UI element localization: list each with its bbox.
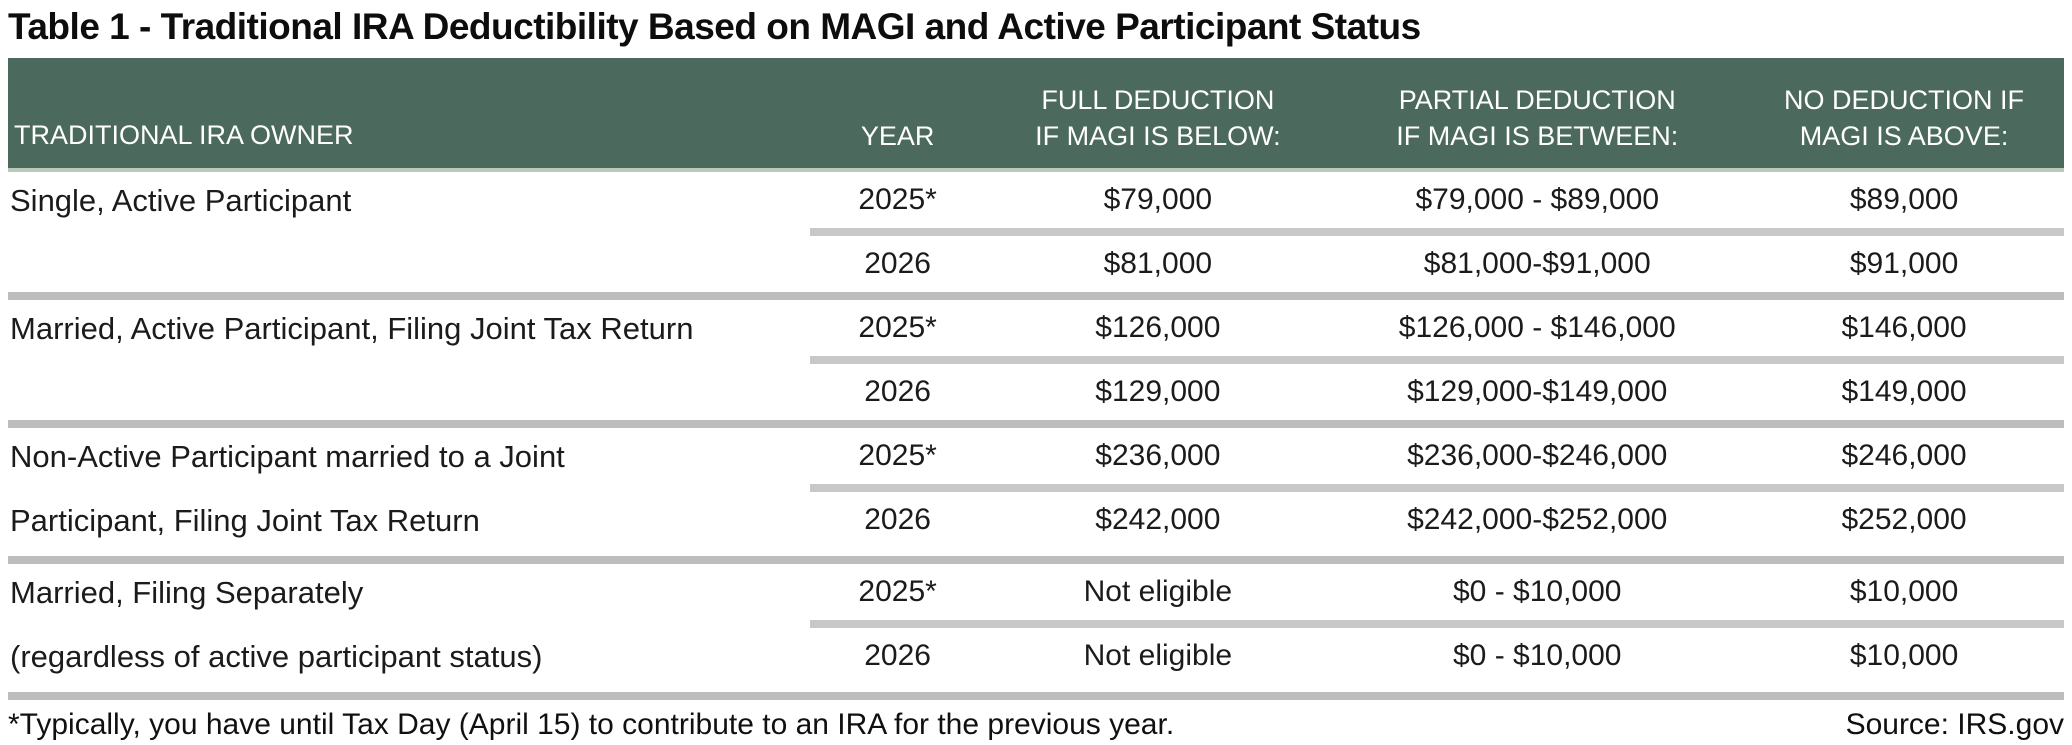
group-divider: [8, 556, 2064, 564]
full-deduction-cell: $129,000: [1095, 375, 1221, 408]
no-deduction-cell: $91,000: [1849, 247, 1959, 280]
partial-deduction-cell: $129,000-$149,000: [1407, 375, 1668, 408]
table-row: 2026 $242,000 $242,000-$252,000 $252,000: [810, 492, 2064, 548]
no-deduction-cell: $146,000: [1841, 311, 1967, 344]
header-year-label: YEAR: [860, 121, 935, 151]
table-row: 2025* $126,000 $126,000 - $146,000 $146,…: [810, 300, 2064, 356]
header-no-deduction-line1: NO DEDUCTION IF: [1784, 85, 2025, 115]
group-divider: [8, 420, 2064, 428]
header-no-deduction: NO DEDUCTION IF MAGI IS ABOVE:: [1744, 82, 2064, 168]
owner-cell: Married, Active Participant, Filing Join…: [8, 300, 810, 420]
no-deduction-cell: $10,000: [1849, 575, 1959, 608]
source-attribution: Source: IRS.gov: [1845, 707, 2064, 741]
header-traditional-ira-owner: TRADITIONAL IRA OWNER: [14, 120, 354, 150]
partial-deduction-cell: $0 - $10,000: [1452, 575, 1622, 608]
ira-deductibility-page: Table 1 - Traditional IRA Deductibility …: [8, 6, 2064, 741]
no-deduction-cell: $10,000: [1849, 639, 1959, 672]
year-cell: 2026: [864, 247, 931, 280]
table-row: 2025* $79,000 $79,000 - $89,000 $89,000: [810, 172, 2064, 228]
table-group-single: Single, Active Participant 2025* $79,000…: [8, 172, 2064, 292]
group-rows: 2025* $236,000 $236,000-$246,000 $246,00…: [809, 428, 2064, 556]
year-cell: 2025*: [858, 183, 937, 216]
year-cell: 2025*: [858, 439, 937, 472]
full-deduction-cell: Not eligible: [1083, 575, 1233, 608]
group-rows: 2025* $79,000 $79,000 - $89,000 $89,000 …: [809, 172, 2064, 292]
header-partial-deduction-line2: IF MAGI IS BETWEEN:: [1396, 121, 1679, 151]
group-rows: 2025* Not eligible $0 - $10,000 $10,000 …: [809, 564, 2064, 692]
year-cell: 2026: [864, 503, 931, 536]
owner-cell: Married, Filing Separately (regardless o…: [8, 564, 810, 692]
row-divider: [809, 356, 2064, 364]
owner-line: Married, Filing Separately: [10, 575, 364, 610]
partial-deduction-cell: $236,000-$246,000: [1407, 439, 1668, 472]
partial-deduction-cell: $242,000-$252,000: [1407, 503, 1668, 536]
header-year: YEAR: [810, 118, 986, 168]
partial-deduction-cell: $81,000-$91,000: [1423, 247, 1651, 280]
full-deduction-cell: $242,000: [1095, 503, 1221, 536]
header-full-deduction: FULL DEDUCTION IF MAGI IS BELOW:: [985, 82, 1330, 168]
no-deduction-cell: $89,000: [1849, 183, 1959, 216]
full-deduction-cell: $236,000: [1095, 439, 1221, 472]
no-deduction-cell: $246,000: [1841, 439, 1967, 472]
table-group-nonactive-joint: Non-Active Participant married to a Join…: [8, 428, 2064, 556]
table-row: 2025* $236,000 $236,000-$246,000 $246,00…: [810, 428, 2064, 484]
group-rows: 2025* $126,000 $126,000 - $146,000 $146,…: [809, 300, 2064, 420]
footnote-text: *Typically, you have until Tax Day (Apri…: [8, 707, 1175, 741]
row-divider: [809, 228, 2064, 236]
year-cell: 2026: [864, 639, 931, 672]
no-deduction-cell: $252,000: [1841, 503, 1967, 536]
table-row: 2026 Not eligible $0 - $10,000 $10,000: [810, 628, 2064, 684]
header-full-deduction-line1: FULL DEDUCTION: [1041, 85, 1275, 115]
header-no-deduction-line2: MAGI IS ABOVE:: [1799, 121, 2009, 151]
year-cell: 2026: [864, 375, 931, 408]
full-deduction-cell: Not eligible: [1083, 639, 1233, 672]
full-deduction-cell: $79,000: [1103, 183, 1213, 216]
table-group-married-separate: Married, Filing Separately (regardless o…: [8, 564, 2064, 692]
partial-deduction-cell: $79,000 - $89,000: [1415, 183, 1659, 216]
table-group-married-active: Married, Active Participant, Filing Join…: [8, 300, 2064, 420]
full-deduction-cell: $126,000: [1095, 311, 1221, 344]
year-cell: 2025*: [858, 575, 937, 608]
year-cell: 2025*: [858, 311, 937, 344]
table-row: 2025* Not eligible $0 - $10,000 $10,000: [810, 564, 2064, 620]
owner-cell: Non-Active Participant married to a Join…: [8, 428, 810, 556]
partial-deduction-cell: $126,000 - $146,000: [1398, 311, 1676, 344]
owner-line: Married, Active Participant, Filing Join…: [10, 311, 694, 346]
owner-line: Non-Active Participant married to a Join…: [10, 439, 565, 474]
table-row: 2026 $129,000 $129,000-$149,000 $149,000: [810, 364, 2064, 420]
row-divider: [809, 620, 2064, 628]
owner-line: (regardless of active participant status…: [10, 639, 543, 674]
no-deduction-cell: $149,000: [1841, 375, 1967, 408]
row-divider: [809, 484, 2064, 492]
group-divider: [8, 692, 2064, 700]
owner-line: Single, Active Participant: [10, 183, 352, 218]
table-row: 2026 $81,000 $81,000-$91,000 $91,000: [810, 236, 2064, 292]
group-divider: [8, 292, 2064, 300]
partial-deduction-cell: $0 - $10,000: [1452, 639, 1622, 672]
full-deduction-cell: $81,000: [1103, 247, 1213, 280]
owner-cell: Single, Active Participant: [8, 172, 810, 292]
header-columns: YEAR FULL DEDUCTION IF MAGI IS BELOW: PA…: [810, 82, 2064, 168]
owner-line: Participant, Filing Joint Tax Return: [10, 503, 480, 538]
table-footer: *Typically, you have until Tax Day (Apri…: [8, 700, 2064, 745]
header-partial-deduction: PARTIAL DEDUCTION IF MAGI IS BETWEEN:: [1330, 82, 1744, 168]
page-title: Table 1 - Traditional IRA Deductibility …: [8, 6, 1421, 47]
header-partial-deduction-line1: PARTIAL DEDUCTION: [1398, 85, 1676, 115]
header-full-deduction-line2: IF MAGI IS BELOW:: [1035, 121, 1281, 151]
table-header-row: TRADITIONAL IRA OWNER YEAR FULL DEDUCTIO…: [8, 58, 2064, 172]
